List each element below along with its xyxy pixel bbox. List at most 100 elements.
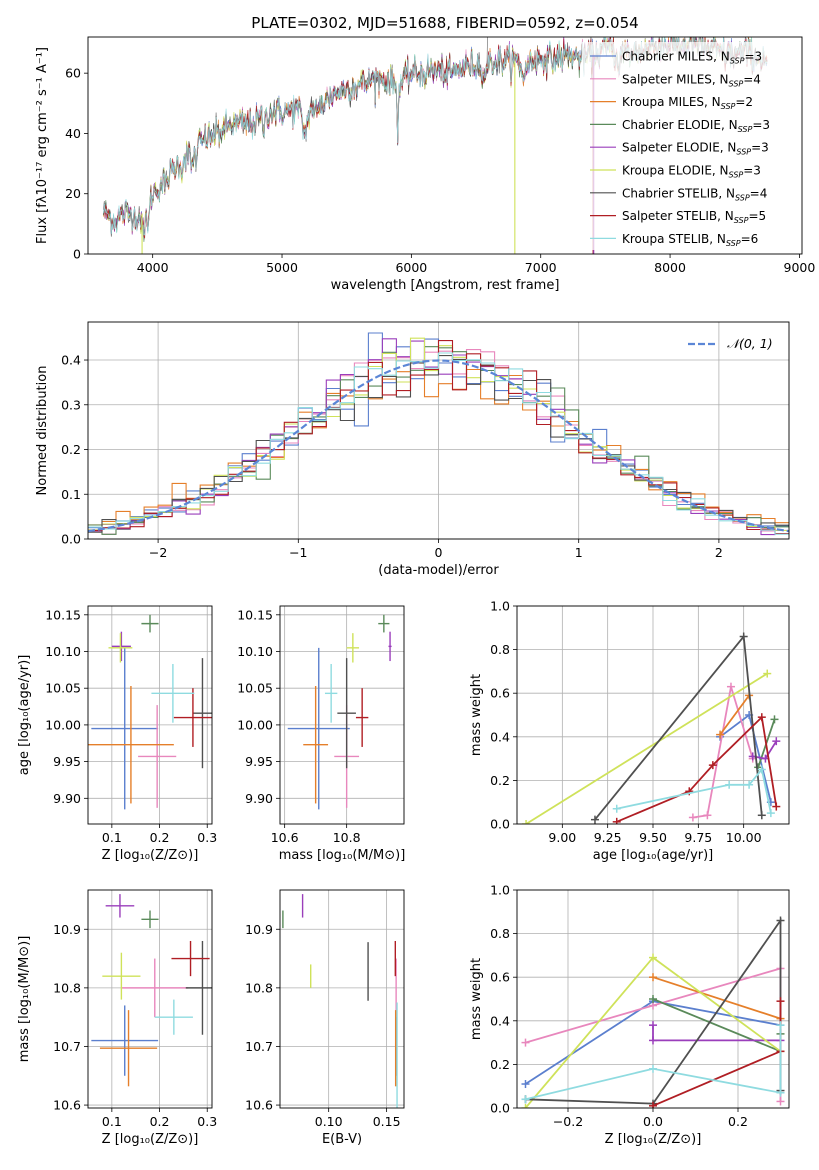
weight-marker [703, 811, 712, 820]
y-tick-label: 0.1 [61, 487, 81, 502]
y-tick-label: 60 [65, 66, 81, 81]
weight_vs_age-plot-area [522, 632, 781, 824]
weight-line-8 [525, 1025, 782, 1101]
data-point-7 [173, 688, 212, 747]
weight-marker [521, 1080, 530, 1089]
data-point-4 [388, 631, 392, 662]
y-tick-label: 0.0 [490, 1101, 510, 1116]
data-point-7 [355, 688, 369, 747]
y-tick-label: 1.0 [490, 599, 510, 614]
weight-marker [770, 715, 779, 724]
legend: Chabrier MILES, NSSP=3 Salpeter MILES, NS… [582, 42, 797, 250]
y-tick-label: 0.2 [490, 773, 510, 788]
data-point-5 [346, 633, 360, 663]
legend-label: Salpeter MILES, NSSP=4 [622, 72, 761, 88]
x-tick-label: 2 [715, 545, 723, 560]
y-tick-label: 10.6 [245, 1098, 273, 1113]
normal-curve [88, 359, 789, 533]
y-tick-label: 10.10 [45, 644, 81, 659]
weight-marker [649, 973, 657, 982]
weight-marker [612, 804, 621, 813]
y-tick-label: 40 [65, 126, 81, 141]
weight-line-2 [719, 694, 750, 736]
age_vs_mass-frame [279, 605, 405, 825]
weight_vs_Z-plot-area [521, 916, 785, 1108]
data-point-6 [185, 940, 212, 1035]
age_vs_Z-xlabel: Z [log₁₀(Z/Z⊙)] [102, 848, 199, 863]
x-tick-label: 7000 [525, 260, 557, 275]
x-tick-label: 0.3 [197, 830, 217, 845]
y-tick-label: 10.10 [237, 644, 273, 659]
mass_vs_Z-axes: 0.1 0.2 0.3 10.6 10.7 10.8 10.9 Z [log₁₀(Z/Z⊙)]… [17, 889, 217, 1147]
data-point-6 [337, 658, 356, 769]
x-tick-label: 0.2 [728, 1114, 748, 1129]
x-tick-label: 9.75 [684, 830, 712, 845]
x-tick-label: 0.3 [197, 1114, 217, 1129]
x-tick-label: −0.2 [553, 1114, 583, 1129]
weight-marker [521, 1095, 530, 1104]
y-tick-label: 10.7 [245, 1039, 273, 1054]
y-tick-label: 0.8 [490, 642, 510, 657]
x-tick-label: 9000 [784, 260, 816, 275]
data-point-2 [99, 1010, 158, 1087]
y-tick-label: 0.8 [490, 926, 510, 941]
residuals-axes: −2 −1 0 1 2 0.0 0.1 0.2 0.3 0.4 (data-model)/error… [35, 321, 790, 578]
residuals-plot-area [88, 332, 789, 536]
mass_vs_ebv-plot-area [282, 894, 398, 1108]
weight-marker [772, 737, 781, 746]
weight-marker [745, 780, 754, 789]
y-tick-label: 0.2 [61, 442, 81, 457]
data-point-2 [303, 686, 329, 804]
weight-marker [612, 817, 621, 824]
weight-marker [649, 1101, 657, 1108]
mass_vs_Z-xlabel: Z [log₁₀(Z/Z⊙)] [102, 1132, 199, 1147]
x-tick-label: 9.00 [548, 830, 576, 845]
x-tick-label: 0.0 [643, 1114, 663, 1129]
weight-marker [649, 995, 657, 1003]
weight-marker [772, 802, 781, 811]
weight-marker [649, 1064, 657, 1073]
x-tick-label: 10.8 [333, 830, 361, 845]
mass_vs_ebv-axes: 0.10 0.15 10.6 10.7 10.8 10.9 E(B-V) [245, 889, 405, 1147]
weight-marker [649, 1036, 657, 1045]
data-point-4 [111, 631, 131, 662]
y-tick-label: 10.00 [237, 717, 273, 732]
x-tick-label: 9.50 [639, 830, 667, 845]
weight-marker [739, 632, 748, 641]
x-tick-label: 0.2 [150, 830, 170, 845]
weight-line-7 [616, 715, 778, 823]
data-point-2 [88, 686, 174, 804]
data-point-5 [108, 633, 133, 663]
weight-line-7 [652, 1001, 782, 1107]
age_vs_Z-axes: 0.1 0.2 0.3 9.90 9.95 10.00 10.05 10.10 10.15 Z [… [17, 605, 217, 863]
y-tick-label: 0.3 [61, 397, 81, 412]
x-tick-label: 8000 [654, 260, 686, 275]
y-tick-label: 10.15 [45, 607, 81, 622]
weight-marker [649, 953, 657, 962]
mass_vs_ebv-frame [279, 889, 405, 1109]
weight-line-5 [525, 672, 768, 824]
x-tick-label: 0.1 [102, 830, 122, 845]
weight-marker [725, 780, 734, 789]
y-tick-label: 0.0 [490, 817, 510, 832]
y-tick-label: 10.6 [53, 1098, 81, 1113]
y-tick-label: 0.4 [490, 1013, 510, 1028]
weight-marker [590, 815, 599, 824]
data-point-3 [141, 910, 159, 929]
legend-label: Kroupa MILES, NSSP=2 [622, 95, 753, 111]
age_vs_mass-axes: 10.6 10.8 9.90 9.95 10.00 10.05 10.10 10.15 mass… [237, 605, 405, 863]
spectrum-ylabel: Flux [fλ10⁻¹⁷ erg cm⁻² s⁻¹ A⁻¹] [35, 47, 50, 244]
y-tick-label: 0.4 [490, 729, 510, 744]
weight_vs_Z-ylabel: mass weight [469, 958, 484, 1040]
data-point-4 [105, 894, 135, 918]
residual-histogram-2 [88, 362, 789, 526]
spectrum-axes: 4000 5000 6000 7000 8000 9000 0 20 40 60 wavelengt… [35, 14, 815, 293]
weight-line-8 [616, 767, 772, 814]
x-tick-label: 1 [575, 545, 583, 560]
x-tick-label: 0.10 [315, 1114, 343, 1129]
y-tick-label: 10.7 [53, 1039, 81, 1054]
weight_vs_age-frame [516, 605, 790, 825]
weight-marker [708, 761, 717, 770]
y-tick-label: 0.0 [61, 532, 81, 547]
weight-line-2 [652, 976, 781, 1020]
